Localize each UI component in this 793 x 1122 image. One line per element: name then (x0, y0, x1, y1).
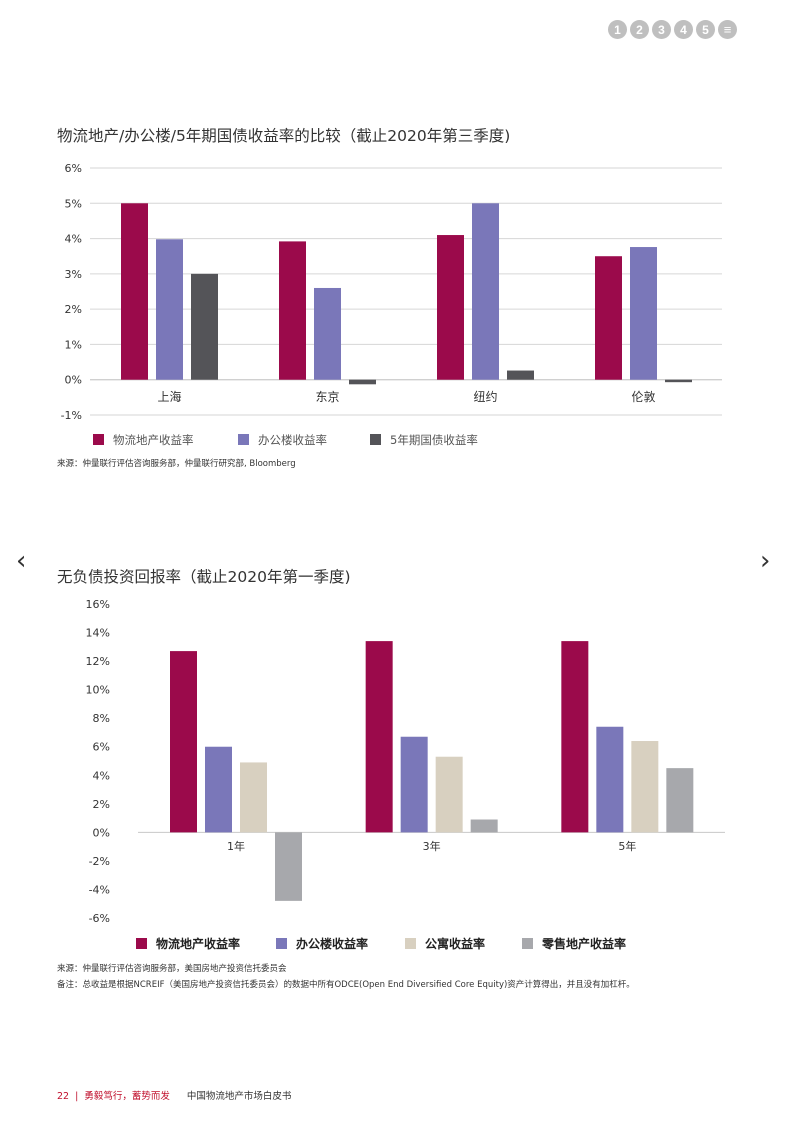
y-tick-label: 2% (65, 303, 82, 316)
section-5-button[interactable]: 5 (696, 20, 715, 39)
y-tick-label: 16% (86, 598, 110, 611)
bar-3 (631, 741, 659, 833)
legend-label: 物流地产收益率 (156, 936, 240, 951)
bar-1 (365, 641, 393, 833)
chart2-note: 备注：总收益是根据NCREIF（美国房地产投资信托委员会）的数据中所有ODCE(… (57, 980, 635, 990)
legend-label: 办公楼收益率 (296, 936, 368, 951)
bar-2 (205, 746, 232, 833)
y-tick-label: 8% (93, 712, 110, 725)
bar-3 (349, 379, 376, 385)
section-2-button[interactable]: 2 (630, 20, 649, 39)
chart2: -6% -4% -2% 0% 2% 4% 6% 8% 10% 12% 14% 16% 1年 3年 5年物流地… (86, 598, 725, 951)
y-tick-label: 4% (93, 769, 110, 782)
legend-label: 5年期国债收益率 (390, 433, 478, 447)
prev-page-arrow-icon[interactable]: ‹ (16, 546, 27, 576)
legend-swatch (93, 434, 104, 445)
legend-swatch (405, 938, 416, 949)
y-tick-label: 3% (65, 268, 82, 281)
category-label: 5年 (618, 839, 636, 853)
bar-3 (191, 273, 218, 380)
bar-1 (279, 241, 306, 380)
footer-separator: | (75, 1091, 79, 1102)
chart1-source: 来源：仲量联行评估咨询服务部，仲量联行研究部, Bloomberg (57, 459, 296, 469)
y-tick-label: 5% (65, 197, 82, 210)
y-tick-label: 2% (93, 798, 110, 811)
bar-2 (400, 736, 428, 833)
legend-label: 公寓收益率 (425, 936, 485, 951)
menu-icon[interactable]: ≡ (718, 20, 737, 39)
legend-label: 零售地产收益率 (541, 936, 626, 951)
bar-1 (170, 651, 197, 833)
legend-swatch (136, 938, 147, 949)
page-footer: 22 | 勇毅笃行，蓄势而发 中国物流地产市场白皮书 (57, 1088, 291, 1102)
chart2-title: 无负债投资回报率（截止2020年第一季度) (57, 568, 351, 586)
section-1-button[interactable]: 1 (608, 20, 627, 39)
next-page-arrow-icon[interactable]: › (760, 546, 771, 576)
legend-swatch (238, 434, 249, 445)
y-tick-label: -2% (89, 855, 110, 868)
bar-3 (507, 370, 534, 380)
legend-swatch (522, 938, 533, 949)
bar-2 (314, 287, 341, 380)
bar-2 (472, 203, 499, 380)
bar-2 (156, 239, 183, 380)
legend-swatch (370, 434, 381, 445)
bar-4 (470, 819, 498, 833)
bar-1 (561, 641, 589, 833)
chart1-title: 物流地产/办公楼/5年期国债收益率的比较（截止2020年第三季度) (57, 127, 511, 145)
page-number: 22 (57, 1091, 70, 1102)
category-label: 伦敦 (631, 389, 655, 404)
y-tick-label: 12% (86, 655, 110, 668)
bar-1 (437, 235, 464, 380)
y-tick-label: 4% (65, 233, 82, 246)
bar-2 (596, 726, 624, 833)
y-tick-label: -4% (89, 883, 110, 896)
bar-3 (665, 379, 692, 383)
y-tick-label: -6% (89, 912, 110, 925)
category-label: 1年 (227, 839, 245, 853)
y-tick-label: 6% (65, 162, 82, 175)
category-label: 纽约 (473, 389, 497, 404)
section-4-button[interactable]: 4 (674, 20, 693, 39)
bar-3 (435, 756, 463, 833)
section-nav: 1 2 3 4 5 ≡ (608, 20, 737, 39)
book-title: 中国物流地产市场白皮书 (186, 1091, 292, 1102)
bar-3 (240, 762, 267, 833)
y-tick-label: -1% (61, 409, 82, 422)
category-label: 东京 (315, 390, 339, 404)
y-tick-label: 6% (93, 741, 110, 754)
bar-2 (630, 247, 657, 380)
bar-1 (121, 203, 148, 380)
section-3-button[interactable]: 3 (652, 20, 671, 39)
legend-label: 办公楼收益率 (258, 433, 327, 447)
legend-swatch (276, 938, 287, 949)
bar-1 (595, 256, 622, 380)
category-label: 上海 (157, 389, 181, 404)
y-tick-label: 1% (65, 338, 82, 351)
chart2-source: 来源：仲量联行评估咨询服务部，美国房地产投资信托委员会 (57, 964, 287, 974)
category-label: 3年 (423, 839, 441, 853)
y-tick-label: 14% (86, 627, 110, 640)
y-tick-label: 0% (93, 826, 110, 839)
y-tick-label: 10% (86, 684, 110, 697)
bar-4 (666, 768, 694, 833)
legend-label: 物流地产收益率 (113, 433, 194, 447)
y-tick-label: 0% (65, 374, 82, 387)
footer-slogan: 勇毅笃行，蓄势而发 (84, 1091, 170, 1102)
bar-4 (275, 832, 302, 901)
